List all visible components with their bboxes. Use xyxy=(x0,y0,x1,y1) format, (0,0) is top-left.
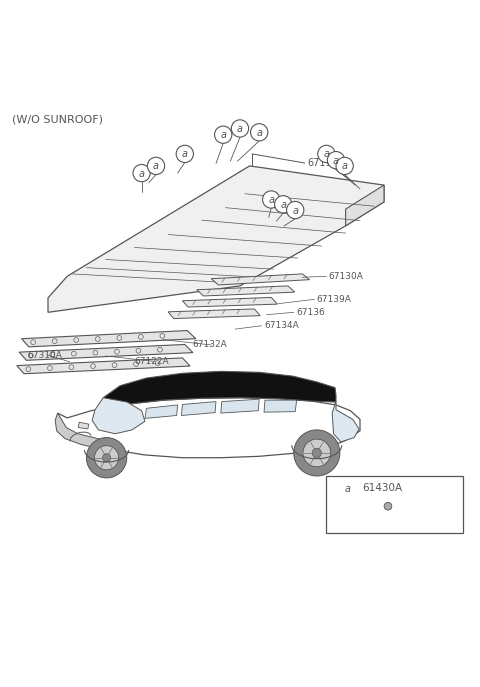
Text: (W/O SUNROOF): (W/O SUNROOF) xyxy=(12,114,103,124)
Polygon shape xyxy=(332,401,359,442)
Text: 67134A: 67134A xyxy=(264,322,299,330)
Text: a: a xyxy=(256,128,262,138)
Circle shape xyxy=(312,449,322,458)
Text: 61430A: 61430A xyxy=(362,483,403,493)
Circle shape xyxy=(263,191,280,208)
Text: 67111A: 67111A xyxy=(307,159,345,168)
Circle shape xyxy=(103,453,110,462)
Circle shape xyxy=(294,430,340,476)
Text: a: a xyxy=(342,161,348,171)
Circle shape xyxy=(231,120,249,137)
Polygon shape xyxy=(221,399,259,413)
Text: 67136: 67136 xyxy=(296,308,325,317)
Circle shape xyxy=(303,439,331,466)
Text: 67132A: 67132A xyxy=(192,341,227,350)
Polygon shape xyxy=(22,330,196,347)
Circle shape xyxy=(95,446,119,470)
Circle shape xyxy=(86,438,127,478)
Circle shape xyxy=(133,164,150,182)
Polygon shape xyxy=(211,274,310,285)
Circle shape xyxy=(215,126,232,144)
Circle shape xyxy=(384,502,392,510)
Circle shape xyxy=(287,201,304,218)
Circle shape xyxy=(275,196,292,213)
Circle shape xyxy=(327,152,345,169)
Polygon shape xyxy=(264,400,297,412)
Circle shape xyxy=(336,157,353,174)
Polygon shape xyxy=(103,372,336,405)
Text: a: a xyxy=(280,200,286,210)
Polygon shape xyxy=(55,413,106,448)
Text: 67122A: 67122A xyxy=(134,357,169,365)
Text: a: a xyxy=(333,156,339,166)
Polygon shape xyxy=(197,286,295,296)
Text: a: a xyxy=(182,149,188,159)
Polygon shape xyxy=(145,405,178,418)
Polygon shape xyxy=(58,398,360,458)
Polygon shape xyxy=(48,166,384,313)
Text: a: a xyxy=(139,168,144,179)
Circle shape xyxy=(339,480,357,498)
Text: a: a xyxy=(153,161,159,171)
Text: a: a xyxy=(345,484,351,495)
Polygon shape xyxy=(17,358,190,374)
Polygon shape xyxy=(168,309,260,319)
Circle shape xyxy=(147,157,165,174)
Circle shape xyxy=(176,145,193,163)
Polygon shape xyxy=(182,297,277,307)
Text: 67310A: 67310A xyxy=(28,350,63,359)
Text: a: a xyxy=(220,130,226,140)
Polygon shape xyxy=(19,344,193,360)
Polygon shape xyxy=(92,398,145,433)
Text: a: a xyxy=(237,124,243,134)
Circle shape xyxy=(251,124,268,141)
Polygon shape xyxy=(346,185,384,226)
Text: a: a xyxy=(324,149,329,159)
Circle shape xyxy=(318,145,335,163)
Text: 67139A: 67139A xyxy=(317,295,352,304)
Polygon shape xyxy=(181,402,216,416)
FancyBboxPatch shape xyxy=(326,477,463,533)
Text: a: a xyxy=(268,195,274,205)
Text: a: a xyxy=(292,205,298,216)
Text: 67130A: 67130A xyxy=(329,272,364,281)
Polygon shape xyxy=(78,423,89,429)
